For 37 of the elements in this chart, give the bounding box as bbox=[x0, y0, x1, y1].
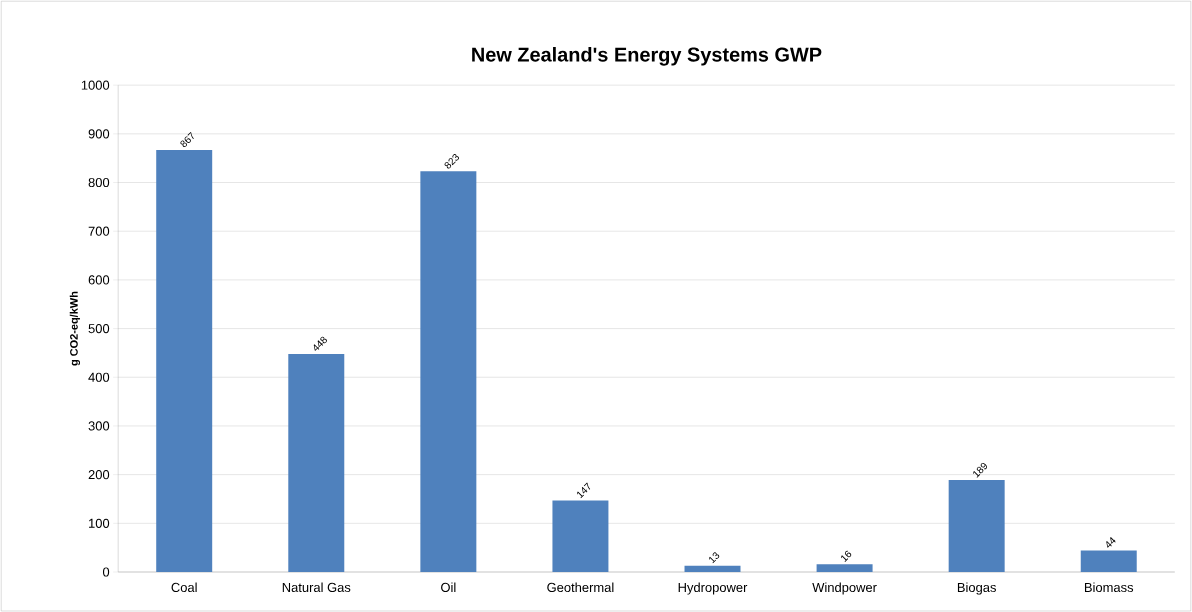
y-tick-label: 600 bbox=[88, 275, 110, 285]
bar bbox=[948, 479, 1005, 572]
bar bbox=[1080, 550, 1137, 572]
bar bbox=[420, 171, 477, 572]
bar bbox=[816, 564, 873, 572]
x-tick-label: Coal bbox=[171, 582, 197, 592]
bar bbox=[552, 500, 609, 572]
x-tick-label: Oil bbox=[441, 582, 456, 592]
bar bbox=[684, 565, 741, 572]
data-label: 189 bbox=[973, 462, 987, 478]
bar bbox=[288, 353, 345, 572]
y-tick-label: 1000 bbox=[81, 80, 110, 90]
data-label: 823 bbox=[444, 153, 460, 169]
y-tick-label: 300 bbox=[88, 421, 110, 431]
data-label: 867 bbox=[180, 131, 194, 148]
y-tick-label: 400 bbox=[88, 372, 110, 382]
x-tick-label: Biogas bbox=[957, 582, 996, 595]
x-tick-label: Geothermal bbox=[547, 582, 614, 592]
y-tick-label: 900 bbox=[88, 129, 110, 139]
data-label: 44 bbox=[1106, 537, 1116, 548]
x-tick-label: Natural Gas bbox=[282, 582, 351, 592]
data-label: 13 bbox=[709, 552, 720, 564]
y-tick-label: 800 bbox=[88, 177, 110, 188]
y-tick-label: 700 bbox=[88, 226, 110, 236]
data-label: 448 bbox=[313, 336, 327, 351]
chart-title: New Zealand's Energy Systems GWP bbox=[472, 46, 822, 66]
y-tick-label: 100 bbox=[89, 518, 110, 528]
y-tick-label: 200 bbox=[88, 469, 110, 480]
x-tick-label: Hydropower bbox=[678, 582, 748, 595]
y-tick-label: 0 bbox=[102, 567, 110, 577]
data-label: 16 bbox=[841, 550, 852, 562]
y-axis-title: g CO2-eq/kWh bbox=[69, 291, 81, 366]
x-tick-label: Biomass bbox=[1084, 582, 1134, 592]
x-tick-label: Windpower bbox=[812, 582, 877, 595]
y-tick-label: 500 bbox=[88, 323, 110, 334]
bar bbox=[156, 149, 213, 572]
data-label: 147 bbox=[577, 482, 591, 499]
